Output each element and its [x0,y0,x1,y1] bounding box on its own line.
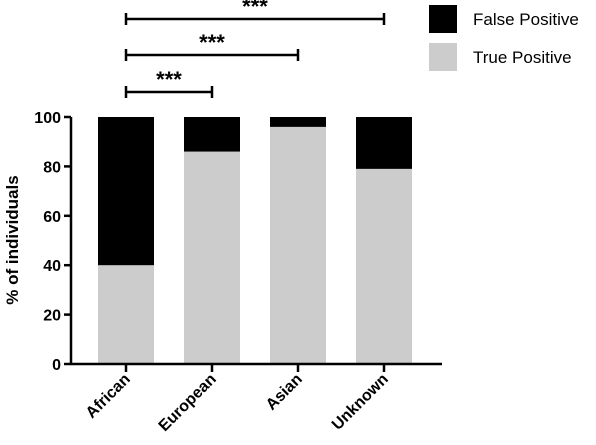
significance-label: *** [156,67,182,92]
y-axis-label: % of individuals [3,175,22,304]
legend-label-true-positive: True Positive [473,48,572,67]
y-ticks-group: 0 20 40 60 80 100 [34,110,71,374]
y-tick-label: 40 [43,258,61,275]
legend-swatch-true-positive [429,43,457,71]
significance-bracket [124,86,214,98]
y-tick-label: 100 [34,110,61,127]
significance-bracket [124,13,386,25]
bar-african-true-positive [98,265,154,364]
bar-european-true-positive [184,151,240,364]
y-tick-label: 60 [43,209,61,226]
axes-group [69,117,442,366]
y-tick-label: 0 [52,357,61,374]
bar-european-false-positive [184,117,240,152]
bar-african-false-positive [98,117,154,266]
y-tick-label: 20 [43,308,61,325]
bar-unknown-true-positive [356,168,412,364]
significance-group: *** *** *** [124,0,386,98]
x-tick-label-european: European [156,371,220,435]
significance-label: *** [242,0,268,19]
bar-asian-true-positive [270,126,326,364]
x-ticks-group: African European Asian Unknown [83,364,392,435]
legend-label-false-positive: False Positive [473,10,579,29]
bar-asian-false-positive [270,117,326,127]
x-tick-label-asian: Asian [263,371,306,414]
x-tick-label-unknown: Unknown [329,371,392,434]
significance-bracket [124,49,300,61]
significance-label: *** [199,30,225,55]
bar-unknown-false-positive [356,117,412,169]
bars-group [98,117,412,364]
y-tick-label: 80 [43,159,61,176]
x-tick-label-african: African [83,371,134,422]
legend-swatch-false-positive [429,5,457,33]
legend: False Positive True Positive [429,5,579,71]
